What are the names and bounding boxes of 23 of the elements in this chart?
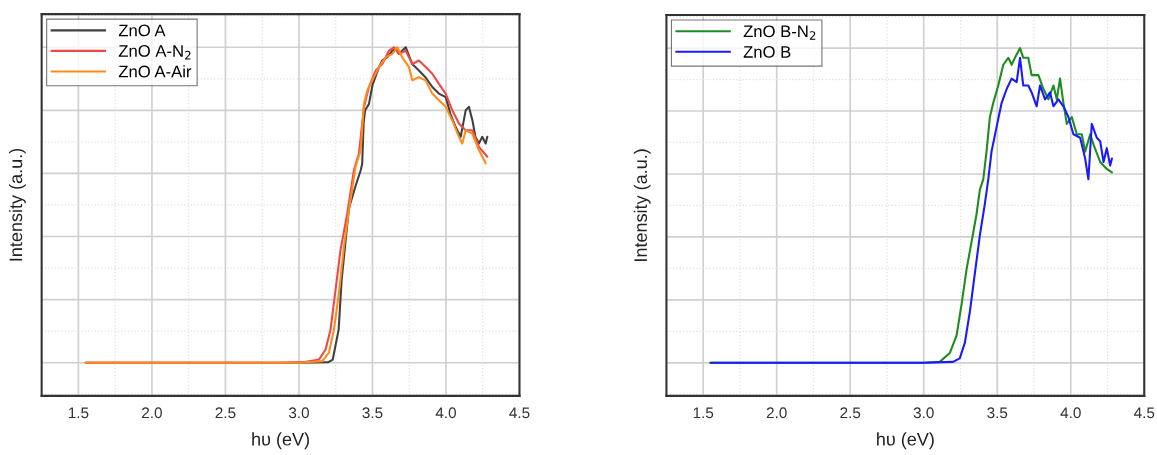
legend-label: ZnO B <box>743 45 791 58</box>
x-tick-label: 3.0 <box>288 407 309 419</box>
x-tick-label: 2.0 <box>766 407 787 419</box>
x-tick-label: 3.5 <box>987 407 1008 419</box>
x-tick-label: 2.5 <box>840 407 861 419</box>
x-tick-label: 4.0 <box>435 407 456 419</box>
x-axis-title: hυ (eV) <box>877 432 934 450</box>
x-tick-label: 3.5 <box>362 407 383 419</box>
x-tick-label: 1.5 <box>693 407 714 419</box>
legend-label: ZnO B-N$_{2}$ <box>743 25 816 40</box>
y-axis-title: Intensity (a.u.) <box>633 149 651 261</box>
x-tick-label: 4.5 <box>509 407 530 419</box>
x-axis-title: hυ (eV) <box>252 432 309 450</box>
legend-label: ZnO A <box>118 24 166 37</box>
x-tick-label: 1.5 <box>68 407 89 419</box>
x-tick-label: 4.5 <box>1134 407 1155 419</box>
legend-label: ZnO A-Air <box>118 65 192 78</box>
x-tick-label: 4.0 <box>1060 407 1081 419</box>
x-tick-label: 3.0 <box>913 407 934 419</box>
x-tick-label: 2.0 <box>142 407 162 419</box>
y-axis-title: Intensity (a.u.) <box>8 148 26 261</box>
x-tick-label: 2.5 <box>215 407 236 419</box>
legend-label: ZnO A-N$_{2}$ <box>118 45 191 60</box>
